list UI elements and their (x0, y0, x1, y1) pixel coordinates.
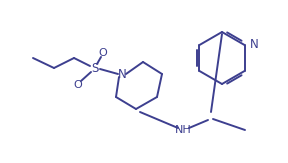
Text: O: O (98, 48, 107, 58)
Text: N: N (118, 68, 126, 82)
Text: S: S (91, 61, 99, 74)
Text: N: N (249, 38, 258, 52)
Text: O: O (74, 80, 82, 90)
Text: NH: NH (175, 125, 191, 135)
